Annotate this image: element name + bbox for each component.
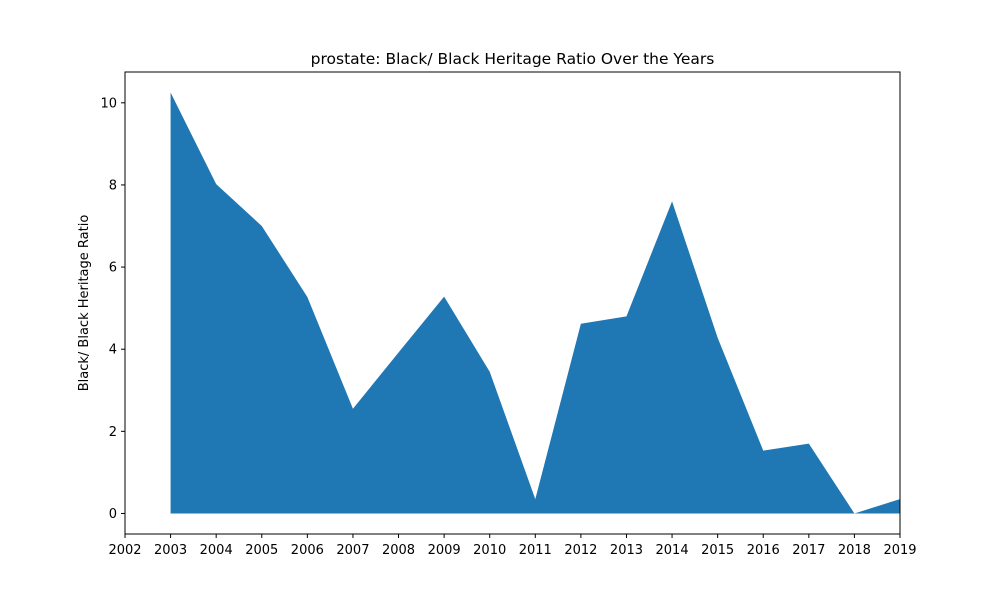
x-tick-label: 2008 [382,543,415,558]
y-tick-label: 6 [109,261,117,276]
x-tick-label: 2012 [564,543,597,558]
y-axis-label: Black/ Black Heritage Ratio [77,215,92,392]
plot-area [170,92,900,514]
plot-frame [124,71,901,535]
x-tick-label: 2014 [656,543,689,558]
y-axis: 0 2 4 6 8 10 [100,96,125,522]
x-tick-label: 2018 [838,543,871,558]
x-tick-label: 2013 [610,543,643,558]
chart-title: prostate: Black/ Black Heritage Ratio Ov… [311,50,715,68]
y-tick-label: 0 [109,507,117,522]
y-tick-label: 10 [100,96,117,111]
x-tick-label: 2006 [291,543,324,558]
x-tick-label: 2011 [519,543,552,558]
x-tick-label: 2003 [154,543,187,558]
x-tick-label: 2017 [792,543,825,558]
x-tick-label: 2016 [747,543,780,558]
x-tick-label: 2019 [883,543,916,558]
x-tick-label: 2005 [245,543,278,558]
y-tick-label: 2 [109,425,117,440]
x-tick-label: 2015 [701,543,734,558]
x-tick-label: 2010 [473,543,506,558]
x-axis: 2002 2003 2004 2005 2006 2007 2008 2009 2010 2011… [108,534,917,558]
area-series [170,92,900,514]
x-tick-label: 2007 [336,543,369,558]
y-tick-label: 4 [109,343,117,358]
x-tick-label: 2002 [108,543,141,558]
y-tick-label: 8 [109,178,117,193]
x-tick-label: 2004 [200,543,233,558]
x-tick-label: 2009 [428,543,461,558]
